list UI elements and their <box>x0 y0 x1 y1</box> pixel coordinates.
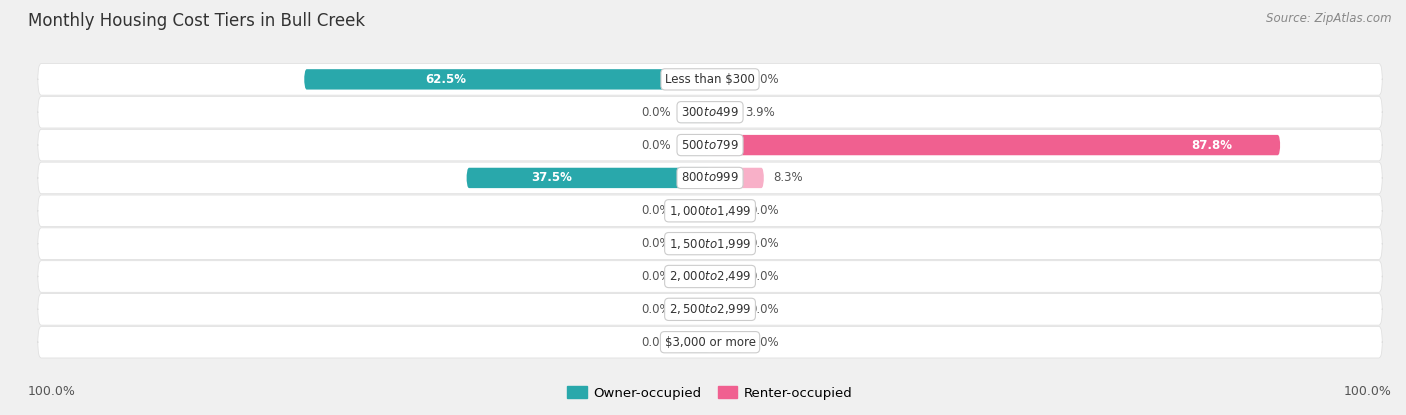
Text: 0.0%: 0.0% <box>749 73 779 86</box>
FancyBboxPatch shape <box>678 266 710 287</box>
Text: 0.0%: 0.0% <box>641 106 671 119</box>
Text: 0.0%: 0.0% <box>641 336 671 349</box>
Text: $1,500 to $1,999: $1,500 to $1,999 <box>669 237 751 251</box>
FancyBboxPatch shape <box>678 332 710 352</box>
Text: 3.9%: 3.9% <box>745 106 775 119</box>
FancyBboxPatch shape <box>710 168 763 188</box>
FancyBboxPatch shape <box>678 299 710 320</box>
FancyBboxPatch shape <box>710 234 742 254</box>
Text: 0.0%: 0.0% <box>641 303 671 316</box>
FancyBboxPatch shape <box>38 228 1382 259</box>
Text: 37.5%: 37.5% <box>531 171 572 184</box>
FancyBboxPatch shape <box>38 129 1382 161</box>
FancyBboxPatch shape <box>678 200 710 221</box>
FancyBboxPatch shape <box>710 299 742 320</box>
FancyBboxPatch shape <box>38 162 1382 194</box>
Text: $300 to $499: $300 to $499 <box>681 106 740 119</box>
FancyBboxPatch shape <box>710 102 735 122</box>
FancyBboxPatch shape <box>710 266 742 287</box>
FancyBboxPatch shape <box>38 195 1382 227</box>
Text: 8.3%: 8.3% <box>773 171 803 184</box>
Text: 0.0%: 0.0% <box>641 204 671 217</box>
Text: $3,000 or more: $3,000 or more <box>665 336 755 349</box>
FancyBboxPatch shape <box>38 327 1382 358</box>
Text: 100.0%: 100.0% <box>28 386 76 398</box>
Text: $2,000 to $2,499: $2,000 to $2,499 <box>669 269 751 283</box>
Text: 0.0%: 0.0% <box>641 139 671 151</box>
FancyBboxPatch shape <box>678 102 710 122</box>
FancyBboxPatch shape <box>38 293 1382 325</box>
FancyBboxPatch shape <box>38 96 1382 128</box>
Text: 0.0%: 0.0% <box>749 204 779 217</box>
FancyBboxPatch shape <box>710 200 742 221</box>
FancyBboxPatch shape <box>38 261 1382 292</box>
Text: $800 to $999: $800 to $999 <box>681 171 740 184</box>
FancyBboxPatch shape <box>710 135 1281 155</box>
Text: 0.0%: 0.0% <box>749 270 779 283</box>
FancyBboxPatch shape <box>678 234 710 254</box>
Text: $2,500 to $2,999: $2,500 to $2,999 <box>669 303 751 316</box>
Text: 100.0%: 100.0% <box>1344 386 1392 398</box>
Text: Source: ZipAtlas.com: Source: ZipAtlas.com <box>1267 12 1392 25</box>
FancyBboxPatch shape <box>710 69 742 90</box>
Text: Monthly Housing Cost Tiers in Bull Creek: Monthly Housing Cost Tiers in Bull Creek <box>28 12 366 30</box>
Text: 0.0%: 0.0% <box>749 303 779 316</box>
Text: 0.0%: 0.0% <box>749 237 779 250</box>
Text: Less than $300: Less than $300 <box>665 73 755 86</box>
Text: 0.0%: 0.0% <box>749 336 779 349</box>
Text: $1,000 to $1,499: $1,000 to $1,499 <box>669 204 751 218</box>
Legend: Owner-occupied, Renter-occupied: Owner-occupied, Renter-occupied <box>567 386 853 400</box>
FancyBboxPatch shape <box>38 63 1382 95</box>
Text: 0.0%: 0.0% <box>641 270 671 283</box>
FancyBboxPatch shape <box>467 168 710 188</box>
Text: $500 to $799: $500 to $799 <box>681 139 740 151</box>
Text: 87.8%: 87.8% <box>1191 139 1232 151</box>
Text: 62.5%: 62.5% <box>426 73 467 86</box>
Text: 0.0%: 0.0% <box>641 237 671 250</box>
FancyBboxPatch shape <box>678 135 710 155</box>
FancyBboxPatch shape <box>304 69 710 90</box>
FancyBboxPatch shape <box>710 332 742 352</box>
